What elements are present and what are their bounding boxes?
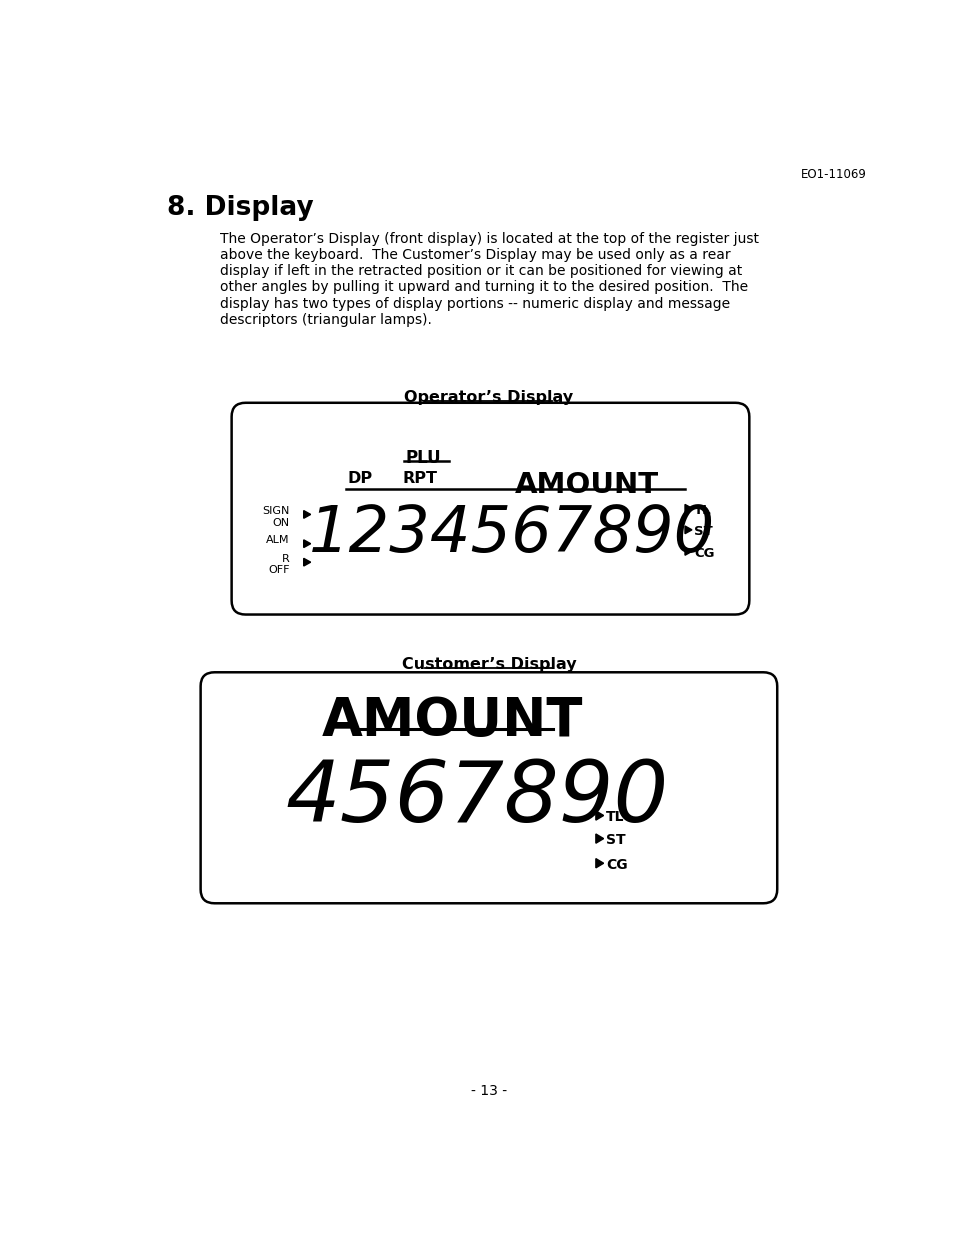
Text: CG: CG	[605, 857, 627, 872]
Text: display if left in the retracted position or it can be positioned for viewing at: display if left in the retracted positio…	[220, 264, 741, 279]
Text: 8. Display: 8. Display	[167, 195, 314, 221]
Text: 1234567890: 1234567890	[309, 503, 715, 565]
Polygon shape	[684, 548, 691, 555]
Text: TL: TL	[605, 810, 624, 824]
Text: AMOUNT: AMOUNT	[321, 695, 582, 747]
Text: RPT: RPT	[402, 471, 436, 486]
Text: ST: ST	[605, 833, 625, 847]
FancyBboxPatch shape	[232, 403, 748, 615]
Text: ALM: ALM	[266, 535, 290, 545]
Text: other angles by pulling it upward and turning it to the desired position.  The: other angles by pulling it upward and tu…	[220, 280, 747, 295]
Text: TL: TL	[694, 503, 711, 517]
Text: Customer’s Display: Customer’s Display	[401, 657, 576, 672]
Text: PLU: PLU	[406, 449, 441, 467]
Text: ST: ST	[694, 525, 712, 538]
Text: CG: CG	[694, 546, 714, 560]
Text: Operator’s Display: Operator’s Display	[404, 390, 573, 405]
Polygon shape	[684, 527, 691, 534]
Text: display has two types of display portions -- numeric display and message: display has two types of display portion…	[220, 296, 729, 311]
Polygon shape	[684, 504, 691, 512]
Polygon shape	[303, 540, 311, 548]
Polygon shape	[303, 559, 311, 566]
Polygon shape	[596, 859, 603, 867]
Text: AMOUNT: AMOUNT	[514, 471, 658, 498]
Text: R
OFF: R OFF	[268, 554, 290, 575]
Text: descriptors (triangular lamps).: descriptors (triangular lamps).	[220, 312, 432, 327]
Polygon shape	[303, 510, 311, 518]
Polygon shape	[596, 810, 603, 820]
FancyBboxPatch shape	[200, 673, 777, 903]
Text: DP: DP	[348, 471, 373, 486]
Text: 4567890: 4567890	[286, 757, 668, 840]
Text: - 13 -: - 13 -	[471, 1084, 506, 1098]
Polygon shape	[596, 834, 603, 844]
Text: SIGN
ON: SIGN ON	[262, 506, 290, 528]
Text: above the keyboard.  The Customer’s Display may be used only as a rear: above the keyboard. The Customer’s Displ…	[220, 248, 730, 261]
Text: EO1-11069: EO1-11069	[801, 169, 866, 181]
Text: The Operator’s Display (front display) is located at the top of the register jus: The Operator’s Display (front display) i…	[220, 232, 759, 245]
